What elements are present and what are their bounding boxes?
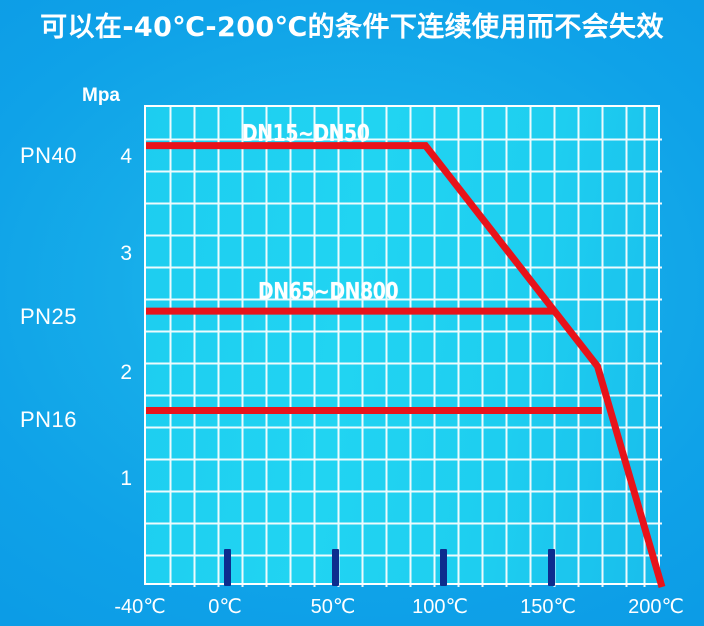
x-tick-mark-0c: [224, 549, 231, 586]
pn-label-pn16: PN16: [20, 407, 78, 432]
y-tick-label-1: 1: [120, 467, 132, 490]
pn-label-pn40: PN40: [20, 143, 78, 168]
x-tick-mark-50c: [332, 549, 339, 586]
x-tick-label--40c: -40℃: [114, 596, 166, 618]
y-tick-label-2: 2: [120, 361, 132, 384]
pn-label-pn25: PN25: [20, 304, 78, 329]
y-tick-label-3: 3: [120, 242, 132, 265]
title-bar: 可以在-40℃-200℃的条件下连续使用而不会失效: [0, 10, 704, 46]
series-lines: [146, 142, 666, 588]
plot-area: DN15~DN50 DN65~DN800: [144, 105, 666, 588]
x-tick-label-50c: 50℃: [310, 596, 356, 618]
series-path-0: [146, 142, 666, 588]
x-tick-label-200c: 200℃: [628, 596, 684, 618]
x-tick-label-100c: 100℃: [412, 596, 468, 618]
y-tick-label-4: 4: [120, 145, 132, 168]
x-tick-mark-150c: [548, 549, 555, 586]
series-label-dn65-dn800: DN65~DN800: [258, 279, 399, 305]
y-axis-unit-label: Mpa: [82, 85, 120, 106]
x-tick-mark-100c: [440, 549, 447, 586]
page-title: 可以在-40℃-200℃的条件下连续使用而不会失效: [40, 12, 664, 43]
series-label-dn15-dn50: DN15~DN50: [242, 121, 370, 147]
x-tick-label-0c: 0℃: [208, 596, 242, 618]
x-tick-label-150c: 150℃: [520, 596, 576, 618]
